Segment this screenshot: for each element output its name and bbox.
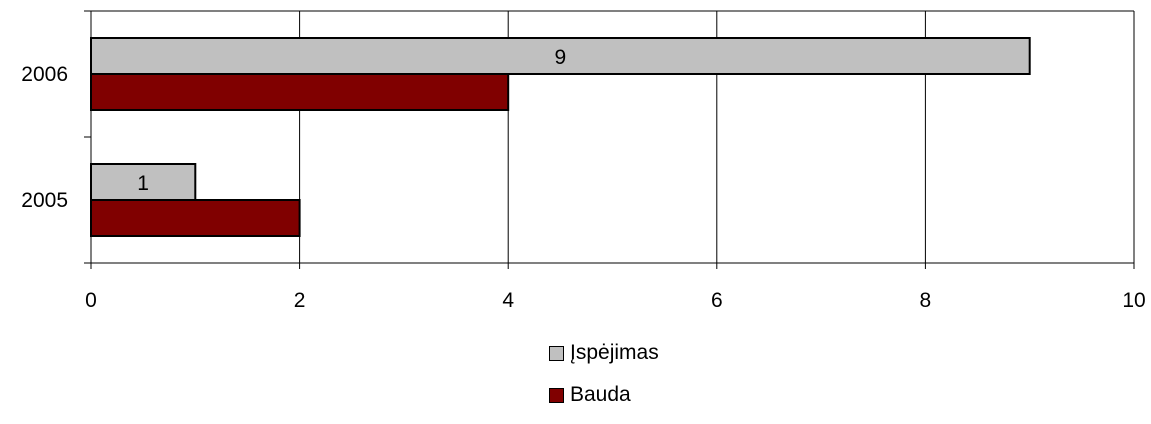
y-tick-label-2006: 2006 [21, 63, 68, 86]
labels: 0 2 4 6 8 10 2006 9 2005 1 [21, 46, 1145, 312]
x-tick-label-4: 4 [502, 289, 514, 312]
data-label-ispejimas-2006: 9 [555, 46, 567, 69]
x-tick-label-2: 2 [294, 289, 306, 312]
bar-ispejimas-2006 [90, 37, 1031, 75]
x-tick-label-10: 10 [1122, 289, 1145, 312]
legend: Įspėjimas Bauda [549, 340, 659, 424]
legend-label-bauda: Bauda [570, 383, 631, 406]
legend-label-ispejimas: Įspėjimas [570, 341, 659, 364]
y-tick-label-2005: 2005 [21, 189, 68, 212]
legend-swatch-bauda [549, 387, 564, 403]
bar-ispejimas-2005 [90, 163, 197, 201]
legend-item-ispejimas: Įspėjimas [549, 340, 659, 366]
bar-bauda-2006 [90, 73, 510, 111]
axes [84, 10, 1135, 269]
data-label-ispejimas-2005: 1 [137, 172, 149, 195]
x-tick-label-8: 8 [920, 289, 932, 312]
legend-item-bauda: Bauda [549, 382, 659, 408]
x-tick-label-0: 0 [85, 289, 97, 312]
bar-bauda-2005 [90, 199, 301, 237]
legend-swatch-ispejimas [549, 345, 564, 361]
x-tick-label-6: 6 [711, 289, 723, 312]
